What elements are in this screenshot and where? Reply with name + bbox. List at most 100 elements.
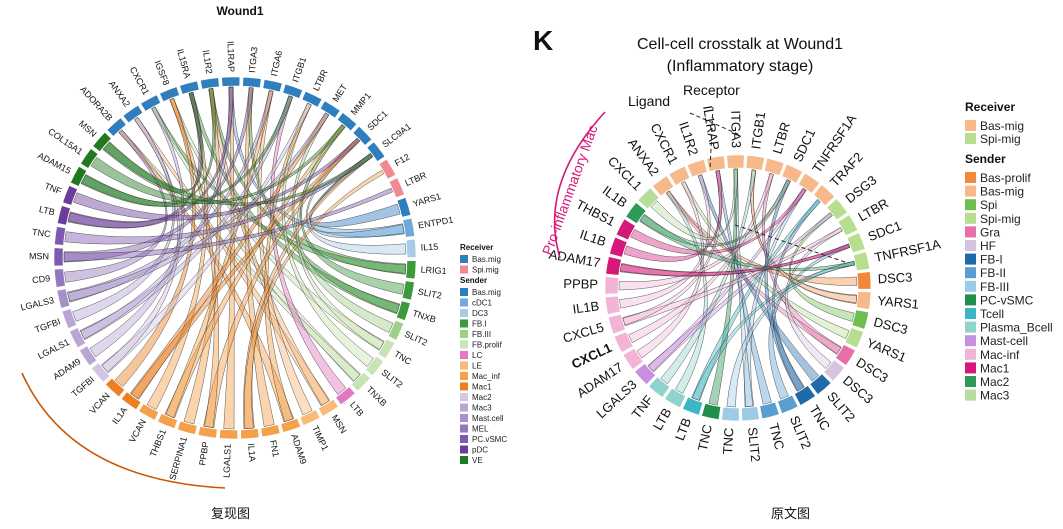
- L-link-39: [72, 116, 175, 322]
- R-sector-label-16: DSC3: [872, 314, 909, 337]
- R-sector-34: [604, 295, 621, 315]
- R-sector-28: [664, 387, 687, 409]
- right-legend-sender-swatch-6: [965, 253, 976, 265]
- L-link-23: [243, 169, 385, 429]
- L-sector-13: [352, 125, 373, 146]
- R-sector-label-25: TNC: [720, 427, 737, 455]
- R-sector-8: [798, 172, 820, 194]
- L-sector-label-47: TNC: [32, 227, 52, 239]
- left-legend-sender-label-14: PC.vSMC: [472, 435, 507, 444]
- L-sector-label-29: TIMP1: [310, 424, 330, 452]
- R-sector-10: [826, 198, 848, 221]
- L-sector-label-38: IL1A: [110, 405, 129, 426]
- L-sector-29: [299, 409, 321, 426]
- right-legend-sender-swatch-9: [965, 294, 976, 306]
- R-sector-label-27: LTB: [672, 416, 694, 443]
- R-sector-label-34: IL1B: [572, 298, 601, 316]
- right-legend-sender-swatch-7: [965, 267, 976, 279]
- L-sector-7: [242, 76, 262, 89]
- L-sector-37: [138, 403, 160, 421]
- L-sector-label-27: LTB: [348, 400, 366, 419]
- left-legend-sender-label-10: Mac2: [472, 393, 492, 402]
- L-sector-33: [219, 429, 238, 440]
- L-sector-45: [54, 268, 66, 288]
- pro-inflammatory-bracket: [553, 111, 606, 259]
- right-legend-sender-swatch-5: [965, 240, 976, 251]
- R-sector-label-24: SLIT2: [745, 427, 763, 463]
- L-sector-label-41: ADAM9: [51, 356, 82, 381]
- right-legend-sender-swatch-11: [965, 321, 976, 333]
- R-sector-label-4: ITGA3: [728, 110, 744, 148]
- L-sector-label-30: ADAM9: [289, 433, 308, 466]
- L-sector-22: [396, 300, 411, 321]
- right-legend-sender-swatch-10: [965, 308, 976, 319]
- L-sector-label-48: LTB: [38, 204, 56, 218]
- R-link-32: [630, 187, 807, 255]
- L-link-51: [90, 124, 346, 205]
- R-sector-label-37: IL1B: [578, 227, 608, 250]
- R-link-20: [660, 169, 757, 385]
- divider-dashed-line: [734, 224, 846, 263]
- R-sector-7: [781, 163, 803, 184]
- R-sector-18: [835, 344, 856, 366]
- right-legend-sender-swatch-8: [965, 280, 976, 292]
- L-sector-label-45: CD9: [32, 273, 51, 285]
- ligand-annotation: Ligand: [628, 93, 670, 109]
- R-sector-5: [745, 154, 765, 171]
- R-sector-17: [844, 327, 864, 349]
- left-legend-sender-label-7: LE: [472, 362, 482, 371]
- left-legend-receiver-swatch-1: [460, 265, 468, 274]
- left-title: Wound1: [216, 4, 263, 18]
- left-legend-sender-swatch-0: [460, 288, 468, 296]
- right-legend-sender-swatch-12: [965, 335, 976, 347]
- L-sector-3: [159, 86, 180, 103]
- L-sector-18: [402, 217, 416, 238]
- R-sector-label-26: TNC: [695, 423, 715, 452]
- L-sector-32: [240, 428, 260, 440]
- ligand-dashed-line: [689, 112, 741, 136]
- L-sector-label-43: TGFBI: [33, 316, 61, 334]
- L-sector-35: [177, 420, 198, 435]
- L-sector-48: [56, 205, 71, 226]
- right-title-line1: Cell-cell crosstalk at Wound1: [637, 36, 843, 53]
- L-sector-label-8: ITGA6: [269, 50, 284, 78]
- L-sector-label-20: LRIG1: [420, 265, 447, 277]
- left-legend-sender-label-12: Mast.cell: [472, 414, 504, 423]
- R-link-21: [647, 212, 833, 373]
- L-sector-4: [179, 80, 200, 95]
- right-legend-sender-label-1: Bas-mig: [980, 185, 1024, 199]
- L-sector-label-15: F12: [393, 152, 411, 168]
- L-sector-label-35: SERPINA1: [167, 436, 189, 482]
- R-sector-13: [853, 251, 870, 272]
- L-sector-label-44: LGALS3: [20, 295, 55, 313]
- R-sector-9: [813, 184, 836, 206]
- L-sector-label-5: IL1R2: [201, 49, 214, 74]
- L-sector-0: [106, 117, 127, 137]
- left-legend-sender-swatch-5: [460, 340, 468, 349]
- L-sector-label-2: CXCR1: [128, 65, 151, 97]
- left-legend-sender-swatch-6: [460, 351, 468, 359]
- R-sector-24: [741, 406, 760, 422]
- L-sector-label-42: LGALS1: [36, 337, 71, 361]
- L-sector-25: [365, 355, 385, 377]
- L-sector-11: [319, 100, 341, 119]
- L-sector-17: [396, 197, 412, 218]
- R-link-31: [623, 170, 723, 262]
- L-sector-label-34: PPBP: [197, 441, 211, 466]
- left-legend: Receiver Bas.mig Spi.mig Sender Bas.mig cD…: [460, 243, 507, 465]
- right-legend-receiver-swatch-1: [965, 133, 976, 144]
- L-sector-label-1: ANXA2: [107, 79, 132, 109]
- left-legend-sender-label-16: VE: [472, 456, 483, 465]
- R-link-35: [650, 168, 738, 240]
- right-legend-sender-swatch-4: [965, 226, 976, 238]
- L-sector-5: [199, 77, 220, 90]
- L-sector-label-4: IL15RA: [175, 48, 192, 80]
- left-legend-sender-label-6: LC: [472, 351, 482, 360]
- L-sector-46: [53, 247, 64, 267]
- R-sector-20: [809, 373, 832, 395]
- L-sector-12: [336, 112, 358, 132]
- left-legend-sender-title: Sender: [460, 276, 487, 285]
- L-link-34: [101, 102, 312, 374]
- right-caption: 原文图: [771, 507, 811, 522]
- R-link-25: [622, 227, 843, 327]
